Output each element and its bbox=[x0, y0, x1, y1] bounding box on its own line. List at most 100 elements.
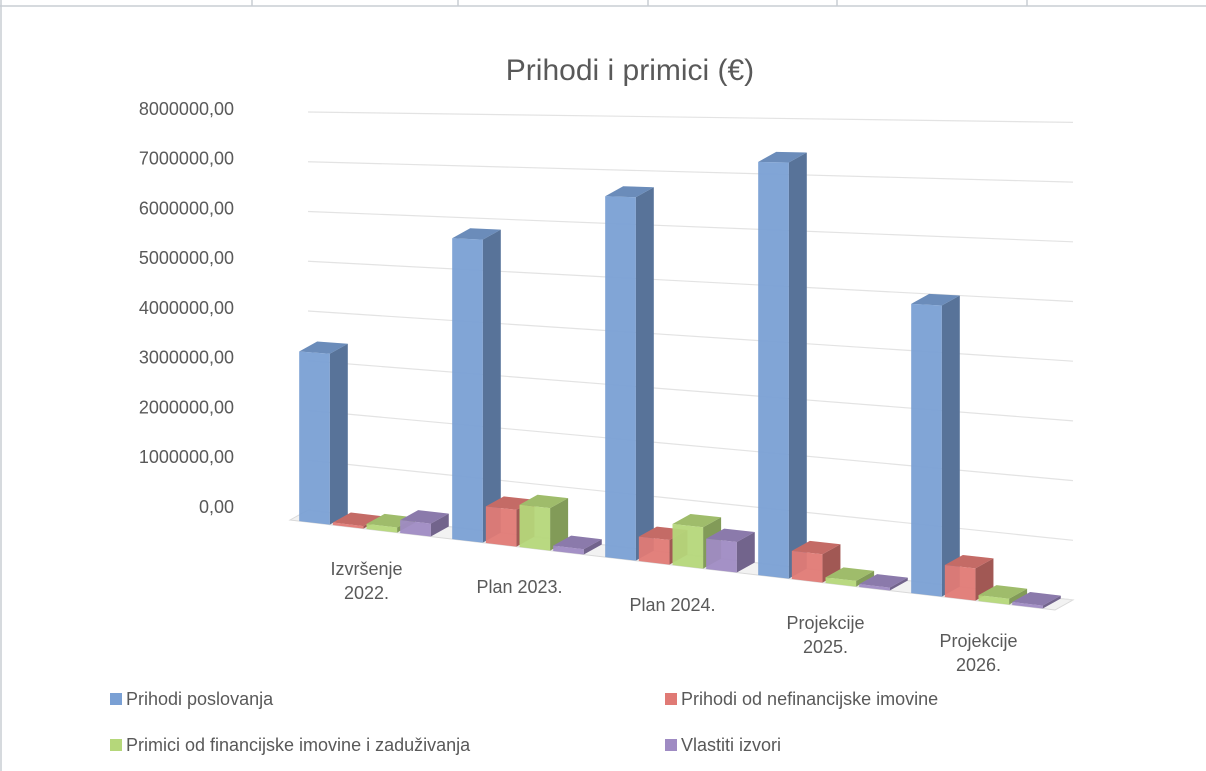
bar-side bbox=[550, 498, 569, 551]
bar-side-shade bbox=[635, 187, 654, 561]
bar-front bbox=[299, 351, 330, 525]
bar-front bbox=[978, 595, 1010, 605]
bar-front bbox=[911, 303, 942, 597]
bar-front bbox=[706, 538, 737, 573]
x-tick-label: Plan 2023. bbox=[476, 577, 563, 597]
y-tick-label: 0,00 bbox=[199, 497, 234, 517]
bar-side-shade bbox=[856, 570, 875, 587]
bar bbox=[859, 574, 908, 591]
bar-top-shade bbox=[825, 567, 875, 581]
x-tick-label: Projekcije 2025. bbox=[786, 613, 865, 657]
bar-top bbox=[944, 554, 994, 569]
bar-side-shade bbox=[941, 295, 960, 597]
bar-front bbox=[519, 504, 551, 551]
bar-side-shade bbox=[550, 498, 569, 551]
bar-side bbox=[788, 152, 807, 579]
bar-top bbox=[758, 151, 807, 163]
y-tick-label: 1000000,00 bbox=[139, 447, 234, 467]
bar bbox=[299, 341, 348, 525]
bar bbox=[706, 528, 755, 573]
bar-front bbox=[825, 577, 857, 587]
legend-label: Prihodi poslovanja bbox=[126, 689, 274, 709]
bar-top-shade bbox=[519, 494, 569, 509]
bar-top bbox=[672, 513, 722, 528]
y-tick-label: 5000000,00 bbox=[139, 248, 234, 268]
bar-top bbox=[859, 574, 908, 588]
bar-side-shade bbox=[889, 577, 908, 591]
bar-top-shade bbox=[911, 293, 960, 306]
bar-side bbox=[889, 577, 908, 591]
bar-top-shade bbox=[944, 554, 994, 569]
bar-top-shade bbox=[1012, 592, 1061, 606]
bar-front bbox=[485, 506, 517, 547]
bar bbox=[944, 554, 994, 601]
bar-front bbox=[332, 522, 364, 529]
grid-line bbox=[307, 210, 1074, 243]
bar-top-shade bbox=[672, 513, 722, 528]
bar bbox=[758, 151, 807, 579]
bar-top bbox=[553, 535, 602, 550]
bar-side-shade bbox=[583, 539, 602, 555]
bar bbox=[553, 535, 602, 555]
bar-top bbox=[400, 510, 449, 524]
y-tick-label: 4000000,00 bbox=[139, 298, 234, 318]
bar-side-shade bbox=[430, 513, 449, 537]
bar-side-shade bbox=[1009, 588, 1028, 605]
grid-line bbox=[307, 161, 1074, 183]
bar-top-shade bbox=[400, 510, 449, 524]
bar-top-shade bbox=[758, 151, 807, 163]
bar-top bbox=[519, 494, 569, 509]
x-tick-label: Plan 2024. bbox=[629, 595, 716, 615]
bar bbox=[825, 567, 875, 587]
legend-swatch bbox=[110, 739, 122, 751]
bar-front bbox=[553, 545, 584, 555]
bar-side-shade bbox=[788, 152, 807, 579]
bar-side bbox=[329, 343, 348, 525]
bar bbox=[605, 186, 654, 561]
grid-line bbox=[307, 111, 1074, 123]
bar-front bbox=[944, 564, 976, 601]
bar-side bbox=[941, 295, 960, 597]
bar bbox=[519, 494, 569, 551]
bar-front bbox=[1012, 602, 1043, 609]
bar-side-shade bbox=[482, 229, 501, 543]
legend-label: Primici od financijske imovine i zaduživ… bbox=[126, 735, 471, 755]
bar-top bbox=[978, 585, 1028, 599]
bar-top-shade bbox=[706, 528, 755, 543]
bar-top-shade bbox=[605, 186, 654, 198]
bar-top bbox=[825, 567, 875, 581]
y-tick-label: 8000000,00 bbox=[139, 99, 234, 119]
bar-side bbox=[482, 229, 501, 543]
bar bbox=[452, 228, 501, 543]
bar-top bbox=[299, 341, 348, 354]
bar-side bbox=[736, 532, 755, 573]
bar-side bbox=[583, 539, 602, 555]
bar-top bbox=[452, 228, 501, 240]
bar-top-shade bbox=[791, 540, 841, 555]
legend-swatch bbox=[110, 693, 122, 705]
bar-side bbox=[430, 513, 449, 537]
bar-top bbox=[605, 186, 654, 198]
y-tick-label: 3000000,00 bbox=[139, 348, 234, 368]
bar-front bbox=[859, 584, 890, 591]
x-tick-label: Izvršenje 2022. bbox=[330, 559, 403, 603]
y-tick-label: 7000000,00 bbox=[139, 149, 234, 169]
legend-label: Prihodi od nefinancijske imovine bbox=[681, 689, 938, 709]
bar-front bbox=[366, 523, 398, 533]
bar-top bbox=[791, 540, 841, 555]
x-tick-label: Projekcije 2026. bbox=[939, 631, 1018, 675]
bar-side-shade bbox=[1042, 595, 1061, 609]
legend-label: Vlastiti izvori bbox=[681, 735, 781, 755]
bar-side-shade bbox=[736, 532, 755, 573]
bar-top bbox=[706, 528, 755, 543]
bar-side bbox=[635, 187, 654, 561]
bar-front bbox=[638, 536, 670, 565]
bar-side-shade bbox=[329, 343, 348, 525]
bar-top-shade bbox=[978, 585, 1028, 599]
legend-swatch bbox=[665, 693, 677, 705]
y-tick-label: 2000000,00 bbox=[139, 397, 234, 417]
bar-front bbox=[452, 238, 483, 543]
